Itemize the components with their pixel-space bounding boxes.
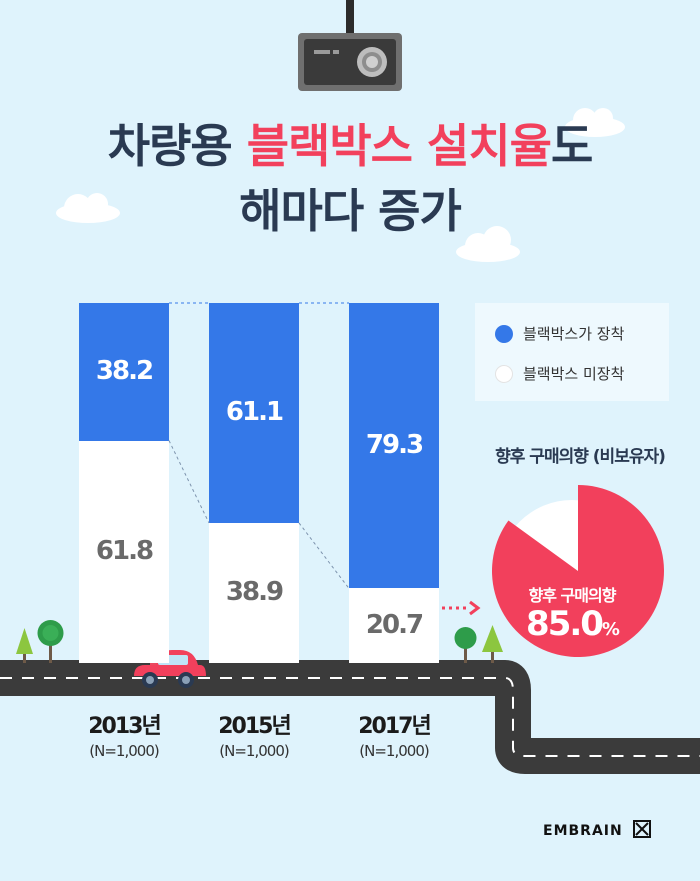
- data-label-not-installed: 61.8: [95, 535, 154, 566]
- pie-value: 85.0%: [487, 604, 657, 644]
- year-label: 2013년: [88, 714, 161, 739]
- brand-logo: EMBRAIN: [543, 820, 651, 839]
- bar-segment-installed: [79, 303, 169, 441]
- data-label-not-installed: 20.7: [365, 609, 424, 640]
- bar-2013: 38.2 61.8: [79, 303, 169, 663]
- legend-item-installed: 블랙박스가 장착: [495, 323, 624, 344]
- title-suffix: 도: [550, 119, 593, 173]
- arrow-icon: [442, 600, 481, 616]
- legend-item-not-installed: 블랙박스 미장착: [495, 363, 624, 384]
- bar-2017: 79.3 20.7: [349, 303, 439, 663]
- category-label: 2013년 (N=1,000): [59, 708, 189, 760]
- data-label-not-installed: 38.9: [225, 576, 284, 607]
- category-label: 2017년 (N=1,000): [329, 708, 459, 760]
- connector-split: [298, 522, 350, 589]
- bar-2015: 61.1 38.9: [209, 303, 299, 663]
- title-accent: 블랙박스 설치율: [246, 119, 552, 173]
- tree-icon: [37, 620, 64, 663]
- bar-segment-not-installed: [209, 522, 299, 663]
- page-title-line2: 해마다 증가: [239, 184, 462, 238]
- legend-swatch: [495, 324, 513, 343]
- bar-segment-not-installed: [349, 588, 439, 663]
- sample-size: (N=1,000): [219, 742, 289, 760]
- dashcam-icon: [298, 0, 402, 91]
- cloud-icon: [565, 108, 625, 137]
- sample-size: (N=1,000): [89, 742, 159, 760]
- brand-name: EMBRAIN: [543, 823, 623, 839]
- title-prefix: 차량용: [107, 119, 247, 173]
- cloud-decorations: [56, 108, 625, 262]
- category-label: 2015년 (N=1,000): [189, 708, 319, 760]
- data-label-installed: 61.1: [225, 396, 284, 427]
- bar-segment-installed: [349, 303, 439, 589]
- data-label-installed: 38.2: [95, 355, 154, 386]
- pie-value-unit: %: [601, 619, 620, 640]
- dashcam-illustration: [0, 0, 700, 100]
- tree-icon: [454, 627, 477, 663]
- cloud-icon: [456, 226, 520, 262]
- year-label: 2017년: [358, 714, 431, 739]
- tree-icon: [16, 628, 33, 663]
- page-title-line1: 차량용 블랙박스 설치율도: [0, 110, 700, 176]
- tree-icon: [482, 625, 503, 663]
- bar-segment-installed: [209, 303, 299, 523]
- bar-segment-not-installed: [79, 440, 169, 663]
- embrain-logo-icon: [632, 820, 651, 838]
- cloud-icon: [56, 193, 120, 223]
- legend-label: 블랙박스 미장착: [523, 365, 625, 383]
- sample-size: (N=1,000): [359, 742, 429, 760]
- legend-label: 블랙박스가 장착: [523, 325, 625, 343]
- pie-value-number: 85.0: [526, 604, 604, 644]
- year-label: 2015년: [218, 714, 291, 739]
- pie-slice-label: 향후 구매의향: [528, 586, 617, 605]
- legend-swatch: [495, 364, 513, 383]
- pie-slice-purchase-intent: [491, 485, 664, 657]
- chart-legend: 블랙박스가 장착 블랙박스 미장착: [475, 303, 669, 401]
- pie-title: 향후 구매의향 (비보유자): [495, 447, 666, 467]
- data-label-installed: 79.3: [365, 429, 424, 460]
